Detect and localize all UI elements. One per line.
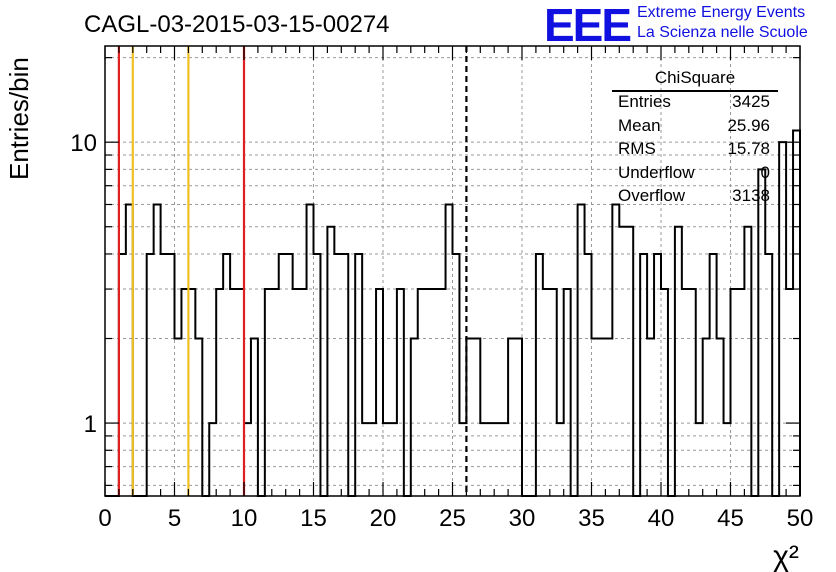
stats-value: 3138 — [732, 186, 770, 205]
histogram-series — [105, 129, 801, 497]
stats-label: Overflow — [618, 186, 686, 205]
x-tick-label: 5 — [168, 505, 181, 532]
x-tick-label: 40 — [648, 505, 675, 532]
x-tick-label: 45 — [717, 505, 744, 532]
stats-value: 0 — [760, 162, 770, 182]
x-tick-label: 25 — [439, 505, 466, 532]
histogram-layer — [105, 129, 801, 497]
stats-label: Entries — [618, 92, 671, 111]
stats-box: ChiSquare Entries 3425 Mean 25.96 RMS 15.78 Un… — [612, 66, 778, 211]
stats-value: 15.78 — [727, 139, 770, 158]
eee-logo: EEE — [544, 0, 632, 51]
stats-row: Mean 25.96 — [618, 116, 770, 138]
x-tick-label: 35 — [578, 505, 605, 532]
stats-label: Mean — [618, 115, 661, 135]
x-tick-label: 30 — [509, 505, 536, 532]
axes: 0 5 10 15 20 25 30 35 40 45 50 1 10 — [70, 45, 814, 532]
x-tick-label: 50 — [787, 505, 814, 532]
y-tick-label: 1 — [84, 411, 97, 438]
stats-row: Underflow 0 — [618, 163, 770, 185]
stats-row: RMS 15.78 — [618, 139, 770, 161]
x-tick-label: 0 — [98, 505, 111, 532]
reference-lines — [117, 46, 468, 496]
stats-value: 3425 — [732, 92, 770, 111]
logo-line-2: La Scienza nelle Scuole — [637, 24, 808, 41]
stats-separator — [612, 90, 778, 92]
stats-name: ChiSquare — [654, 68, 736, 87]
stats-label: Underflow — [618, 162, 695, 182]
x-tick-label: 15 — [300, 505, 327, 532]
stats-row: Overflow 3138 — [618, 186, 770, 208]
x-axis-label: χ² — [773, 540, 799, 572]
x-tick-label: 10 — [231, 505, 258, 532]
stats-row: Entries 3425 — [618, 92, 770, 114]
title-text: CAGL-03-2015-03-15-00274 — [84, 11, 390, 38]
x-tick-label: 20 — [370, 505, 397, 532]
stats-value: 25.96 — [727, 115, 770, 135]
y-tick-label: 10 — [70, 130, 97, 157]
logo-line-1: Extreme Energy Events — [637, 4, 806, 21]
stats-label: RMS — [618, 139, 656, 158]
